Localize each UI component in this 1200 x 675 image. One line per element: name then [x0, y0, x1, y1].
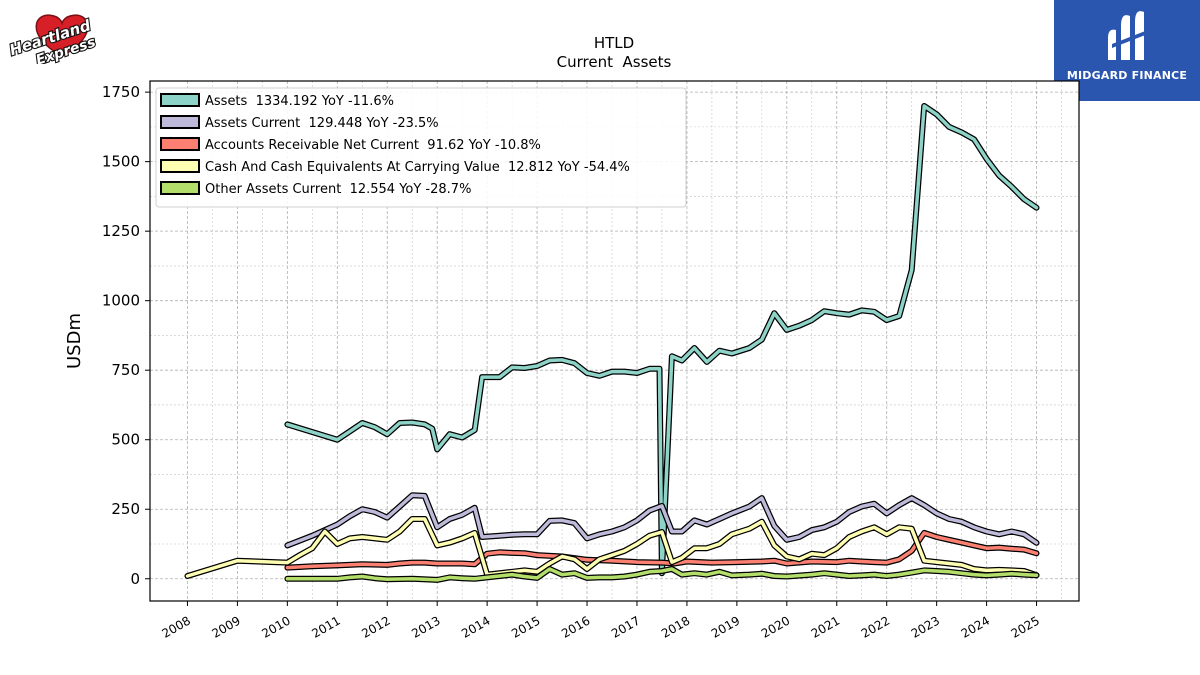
legend-swatch [160, 181, 200, 195]
x-tick-label: 2010 [259, 613, 292, 640]
y-tick-label: 1500 [102, 153, 140, 171]
legend-swatch [160, 93, 200, 107]
y-tick-label: 1000 [102, 292, 140, 310]
legend-item: Cash And Cash Equivalents At Carrying Va… [160, 159, 630, 175]
legend-item: Other Assets Current 12.554 YoY -28.7% [160, 181, 471, 197]
series-layer [184, 103, 1040, 583]
chart-title: HTLD [594, 34, 634, 52]
legend: Assets 1334.192 YoY -11.6% Assets Current… [155, 87, 687, 208]
legend-swatch [160, 137, 200, 151]
legend-swatch [160, 115, 200, 129]
heartland-express-logo: Heartland Express [6, 14, 99, 64]
x-tick-label: 2012 [359, 613, 392, 640]
series-accounts-receivable-net-current [284, 529, 1040, 571]
x-axis: 2008 2009 2010 2011 2012 2013 2014 2015 2016 2017… [160, 601, 1042, 641]
x-tick-label: 2009 [209, 613, 242, 640]
series-line [285, 104, 1039, 575]
series-cash-and-cash-equivalents-at-carrying-value [184, 516, 1040, 579]
midgard-finance-wordmark: MIDGARD FINANCE [1066, 69, 1188, 82]
legend-item: Accounts Receivable Net Current 91.62 Yo… [160, 137, 541, 153]
x-tick-label: 2015 [509, 613, 542, 640]
y-tick-label: 250 [111, 500, 140, 518]
y-tick-label: 1750 [102, 83, 140, 101]
series-other-assets-current [284, 566, 1040, 583]
legend-label: Assets Current 129.448 YoY -23.5% [205, 116, 439, 131]
legend-label: Assets 1334.192 YoY -11.6% [205, 94, 394, 109]
legend-label: Other Assets Current 12.554 YoY -28.7% [205, 182, 471, 197]
y-axis: 0 250 500 750 1000 1250 1500 1750 [102, 83, 150, 588]
series-line [285, 493, 1039, 548]
x-tick-label: 2025 [1009, 613, 1042, 640]
x-tick-label: 2023 [909, 613, 942, 640]
series-assets-current [284, 492, 1040, 549]
series-line [185, 517, 1039, 578]
chart-subtitle: Current Assets [557, 53, 672, 71]
x-tick-label: 2024 [959, 613, 992, 640]
x-tick-label: 2017 [609, 613, 642, 640]
x-tick-label: 2019 [709, 613, 742, 640]
x-tick-label: 2021 [809, 613, 842, 640]
legend-label: Accounts Receivable Net Current 91.62 Yo… [205, 138, 541, 153]
y-tick-label: 500 [111, 431, 140, 449]
x-tick-label: 2022 [859, 613, 892, 640]
legend-label: Cash And Cash Equivalents At Carrying Va… [205, 160, 630, 175]
x-tick-label: 2008 [160, 613, 193, 640]
x-tick-label: 2020 [759, 613, 792, 640]
series-line [285, 567, 1039, 582]
y-tick-label: 1250 [102, 222, 140, 240]
x-tick-label: 2011 [309, 613, 342, 640]
midgard-mark-icon [1108, 11, 1148, 60]
x-tick-label: 2013 [409, 613, 442, 640]
x-tick-label: 2014 [459, 613, 492, 640]
series-assets [284, 103, 1040, 577]
y-tick-label: 0 [130, 570, 140, 588]
legend-swatch [160, 159, 200, 173]
legend-box [155, 87, 687, 208]
y-axis-label: USDm [64, 313, 85, 369]
x-tick-label: 2018 [659, 613, 692, 640]
y-tick-label: 750 [111, 361, 140, 379]
legend-item: Assets Current 129.448 YoY -23.5% [160, 115, 439, 131]
plot-frame [149, 80, 1080, 602]
x-tick-label: 2016 [559, 613, 592, 640]
legend-item: Assets 1334.192 YoY -11.6% [160, 93, 394, 109]
series-line [285, 531, 1039, 570]
